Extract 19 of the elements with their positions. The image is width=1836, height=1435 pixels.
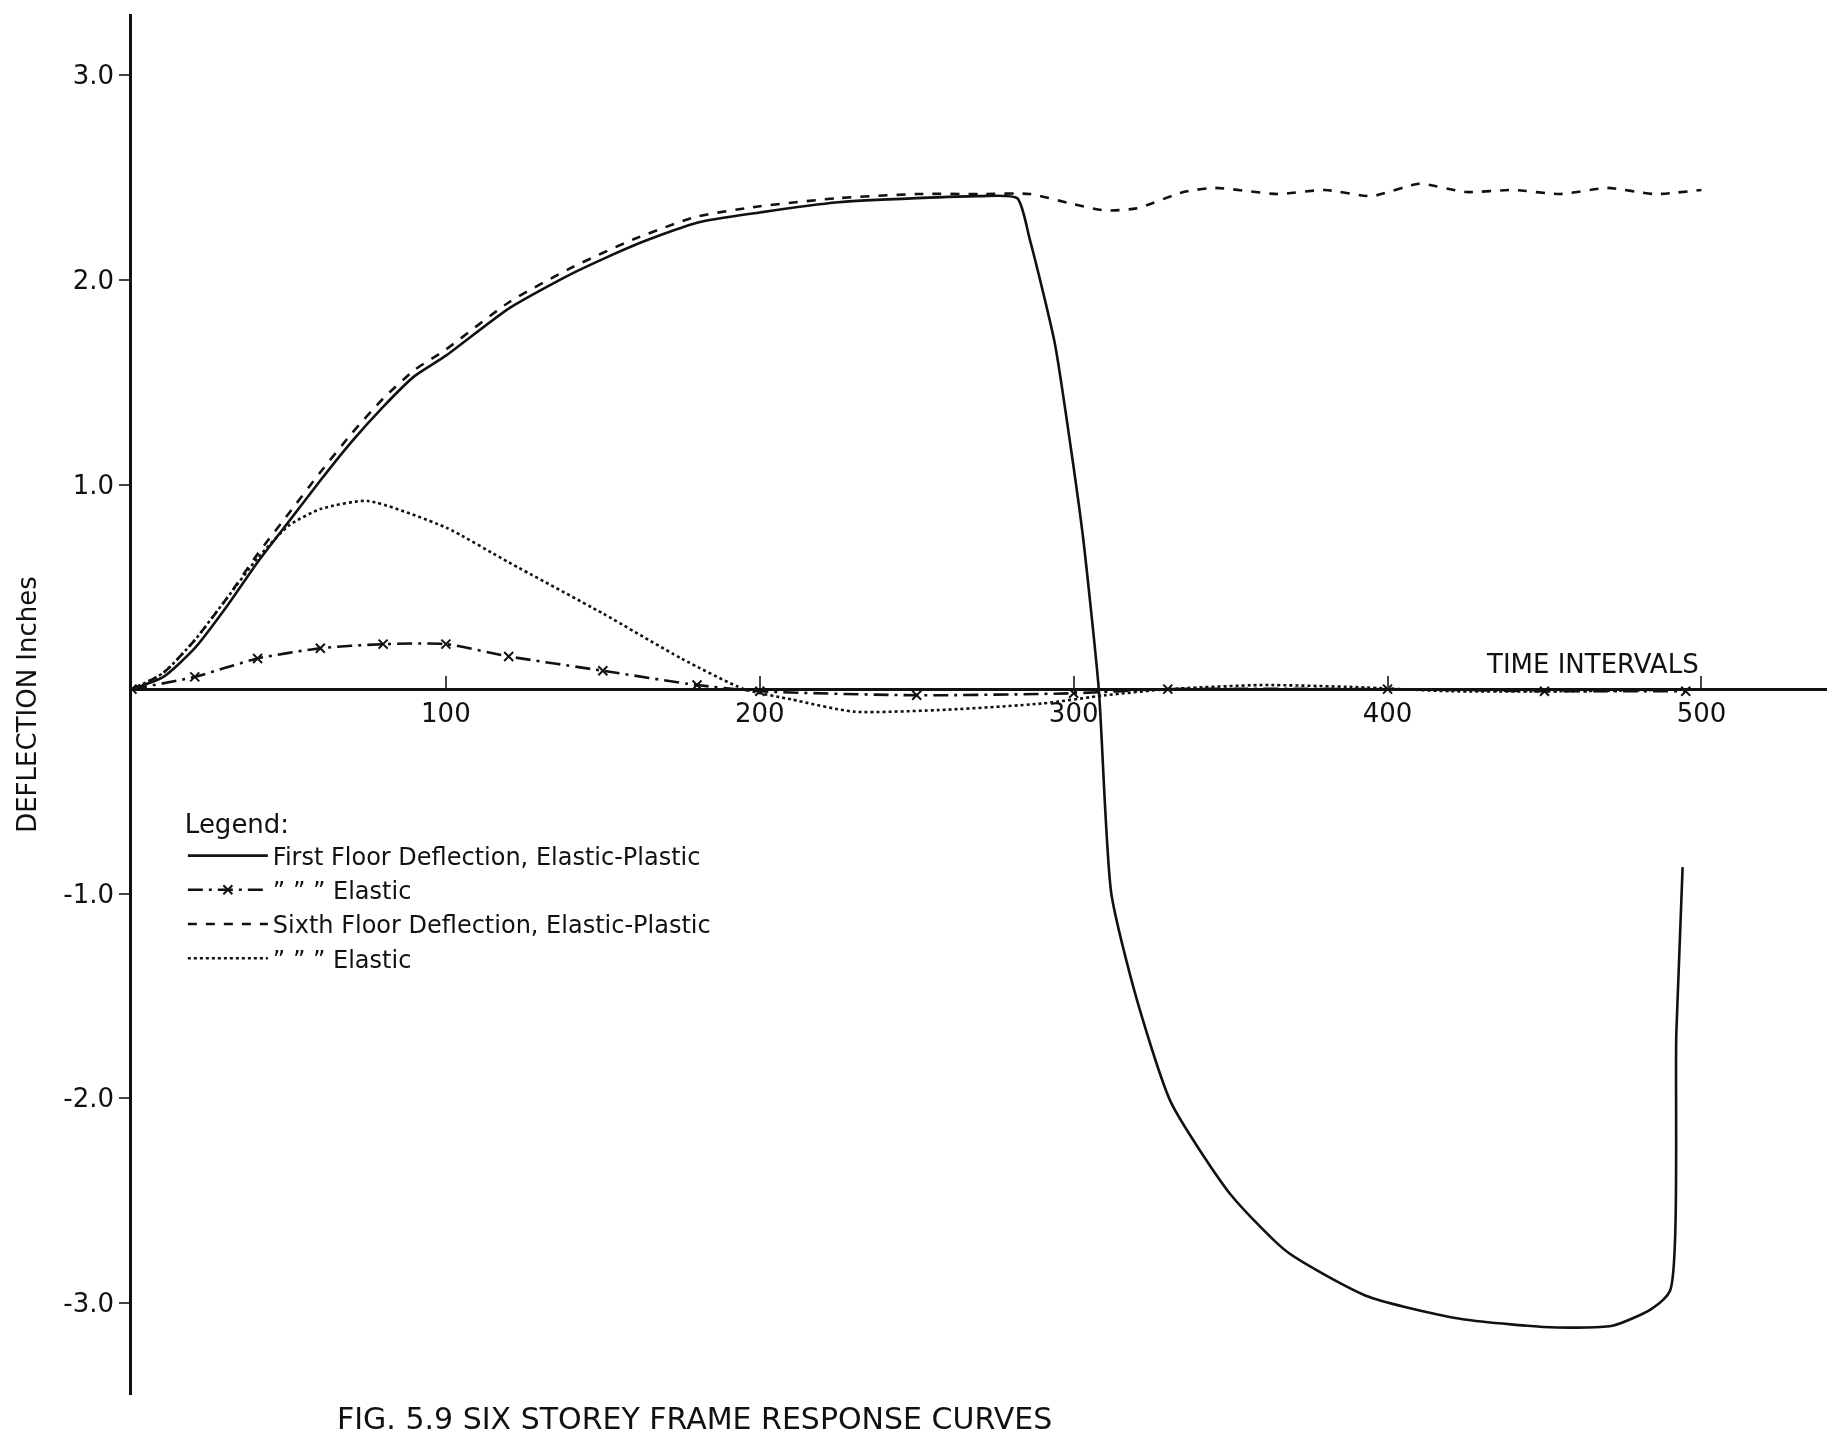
legend-label: First Floor Deflection, Elastic-Plastic <box>272 842 701 871</box>
legend-label: Sixth Floor Deflection, Elastic-Plastic <box>272 911 711 940</box>
y-tick-label: -2.0 <box>63 1083 115 1114</box>
x-tick-label: 300 <box>1048 698 1099 729</box>
legend-label: ” ” ” Elastic <box>272 945 412 974</box>
x-tick-label: 100 <box>421 698 471 729</box>
x-tick-label: 400 <box>1362 698 1413 729</box>
y-tick-label: 1.0 <box>72 469 115 500</box>
x-tick-label: 200 <box>734 698 785 729</box>
legend-title: Legend: <box>184 809 290 840</box>
x-tick-label: 500 <box>1676 698 1727 729</box>
y-axis-title: DEFLECTION Inches <box>11 576 42 833</box>
y-tick-label: -3.0 <box>63 1288 115 1319</box>
y-tick-label: -1.0 <box>63 878 115 909</box>
x-axis-title: TIME INTERVALS <box>1486 649 1699 679</box>
legend-label: ” ” ” Elastic <box>272 877 412 906</box>
y-tick-label: 3.0 <box>72 60 115 91</box>
caption: FIG. 5.9 SIX STOREY FRAME RESPONSE CURVES <box>337 1401 1053 1435</box>
y-tick-label: 2.0 <box>72 265 115 296</box>
